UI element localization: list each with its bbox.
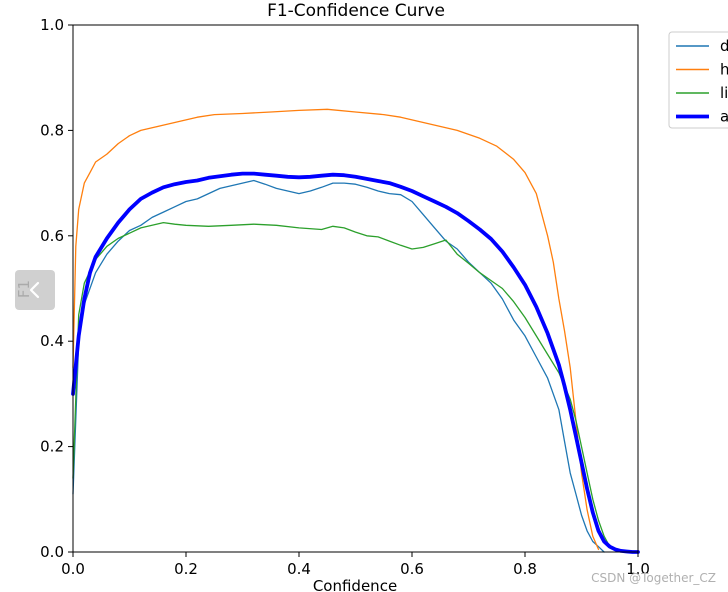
x-tick-label: 0.6 [400, 560, 424, 578]
x-axis-label: Confidence [313, 577, 397, 592]
chart-title: F1-Confidence Curve [267, 1, 445, 21]
y-tick-label: 0.0 [40, 543, 64, 561]
watermark: CSDN @Together_CZ [591, 571, 716, 585]
series-line-d [72, 179, 605, 553]
series-line-a [71, 171, 640, 554]
x-tick-label: 1.0 [626, 560, 650, 578]
series-line-h [72, 108, 600, 551]
legend-label-d: d [720, 37, 728, 55]
y-tick-label: 0.8 [40, 121, 64, 139]
legend-label-a: a [720, 108, 728, 126]
y-tick-label: 0.4 [40, 332, 64, 350]
prev-page-button[interactable] [15, 270, 55, 310]
series-layer [71, 108, 640, 554]
legend-items: dh li a [676, 37, 728, 126]
legend-frame [668, 31, 728, 129]
legend-label-h: h [720, 61, 728, 79]
x-tick-label: 0.2 [174, 560, 198, 578]
x-axis: 0.0 0.2 0.4 0.6 0.8 1.0 [61, 552, 650, 578]
plot-frame [72, 24, 639, 553]
y-tick-label: 0.2 [40, 438, 64, 456]
x-tick-label: 0.4 [287, 560, 311, 578]
y-axis: 0.0 0.2 0.4 0.6 0.8 1.0 [40, 16, 73, 561]
series-line-li [72, 221, 611, 548]
x-tick-label: 0.8 [513, 560, 537, 578]
y-tick-label: 1.0 [40, 16, 64, 34]
x-tick-label: 0.0 [61, 560, 85, 578]
legend: dh li a [668, 31, 728, 129]
legend-label-li: li [720, 84, 728, 102]
chevron-left-icon [29, 281, 40, 299]
y-tick-label: 0.6 [40, 227, 64, 245]
